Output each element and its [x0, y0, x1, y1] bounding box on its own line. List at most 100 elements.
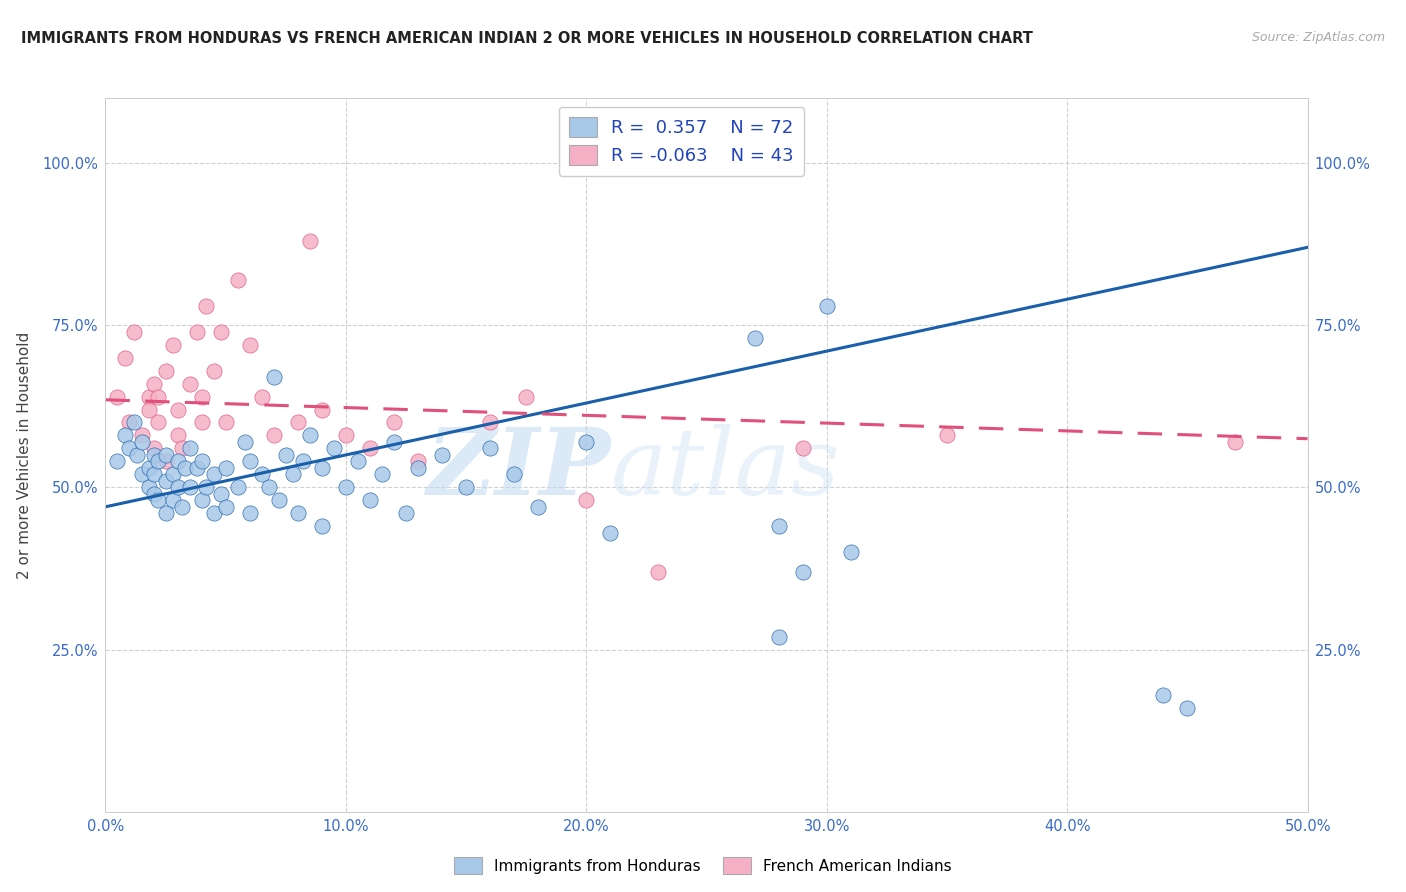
Point	[162, 493, 184, 508]
Point	[148, 390, 170, 404]
Point	[744, 331, 766, 345]
Point	[250, 467, 273, 482]
Point	[138, 480, 160, 494]
Point	[173, 461, 195, 475]
Point	[142, 442, 165, 456]
Point	[335, 428, 357, 442]
Point	[768, 519, 790, 533]
Point	[359, 442, 381, 456]
Point	[190, 416, 212, 430]
Point	[162, 337, 184, 351]
Point	[281, 467, 304, 482]
Point	[311, 461, 333, 475]
Point	[768, 630, 790, 644]
Point	[179, 376, 201, 391]
Point	[311, 402, 333, 417]
Point	[454, 480, 477, 494]
Point	[148, 493, 170, 508]
Point	[274, 448, 297, 462]
Point	[107, 390, 129, 404]
Point	[142, 448, 165, 462]
Point	[155, 363, 177, 377]
Point	[131, 467, 153, 482]
Point	[839, 545, 862, 559]
Point	[311, 519, 333, 533]
Point	[233, 434, 256, 449]
Point	[155, 454, 177, 468]
Point	[298, 234, 321, 248]
Point	[190, 390, 212, 404]
Point	[172, 442, 194, 456]
Point	[371, 467, 394, 482]
Point	[792, 442, 814, 456]
Text: IMMIGRANTS FROM HONDURAS VS FRENCH AMERICAN INDIAN 2 OR MORE VEHICLES IN HOUSEHO: IMMIGRANTS FROM HONDURAS VS FRENCH AMERI…	[21, 31, 1033, 46]
Point	[267, 493, 290, 508]
Point	[195, 299, 218, 313]
Point	[166, 480, 188, 494]
Point	[114, 428, 136, 442]
Point	[118, 416, 141, 430]
Point	[395, 506, 418, 520]
Point	[186, 461, 208, 475]
Point	[503, 467, 526, 482]
Point	[138, 390, 160, 404]
Text: atlas: atlas	[610, 425, 839, 514]
Point	[131, 428, 153, 442]
Point	[335, 480, 357, 494]
Point	[148, 416, 170, 430]
Point	[263, 370, 285, 384]
Point	[166, 454, 188, 468]
Point	[179, 480, 201, 494]
Point	[172, 500, 194, 514]
Point	[124, 416, 146, 430]
Point	[347, 454, 370, 468]
Point	[190, 493, 212, 508]
Point	[118, 442, 141, 456]
Point	[430, 448, 453, 462]
Point	[142, 376, 165, 391]
Point	[382, 434, 405, 449]
Point	[114, 351, 136, 365]
Point	[186, 325, 208, 339]
Point	[527, 500, 550, 514]
Point	[138, 402, 160, 417]
Point	[142, 467, 165, 482]
Point	[214, 500, 236, 514]
Point	[287, 506, 309, 520]
Point	[179, 442, 201, 456]
Point	[162, 467, 184, 482]
Point	[190, 454, 212, 468]
Point	[647, 565, 669, 579]
Point	[1175, 701, 1198, 715]
Point	[792, 565, 814, 579]
Point	[226, 480, 249, 494]
Point	[226, 273, 249, 287]
Point	[1225, 434, 1247, 449]
Point	[298, 428, 321, 442]
Point	[202, 363, 225, 377]
Point	[138, 461, 160, 475]
Point	[479, 442, 502, 456]
Point	[124, 325, 146, 339]
Point	[263, 428, 285, 442]
Point	[148, 454, 170, 468]
Point	[155, 474, 177, 488]
Point	[202, 506, 225, 520]
Point	[214, 461, 236, 475]
Point	[815, 299, 838, 313]
Point	[936, 428, 959, 442]
Point	[382, 416, 405, 430]
Point	[155, 448, 177, 462]
Point	[209, 487, 232, 501]
Point	[166, 428, 188, 442]
Point	[257, 480, 280, 494]
Point	[155, 506, 177, 520]
Point	[406, 454, 429, 468]
Legend: R =  0.357    N = 72, R = -0.063    N = 43: R = 0.357 N = 72, R = -0.063 N = 43	[560, 107, 804, 176]
Point	[287, 416, 309, 430]
Point	[202, 467, 225, 482]
Point	[291, 454, 314, 468]
Point	[125, 448, 148, 462]
Text: Source: ZipAtlas.com: Source: ZipAtlas.com	[1251, 31, 1385, 45]
Point	[575, 493, 598, 508]
